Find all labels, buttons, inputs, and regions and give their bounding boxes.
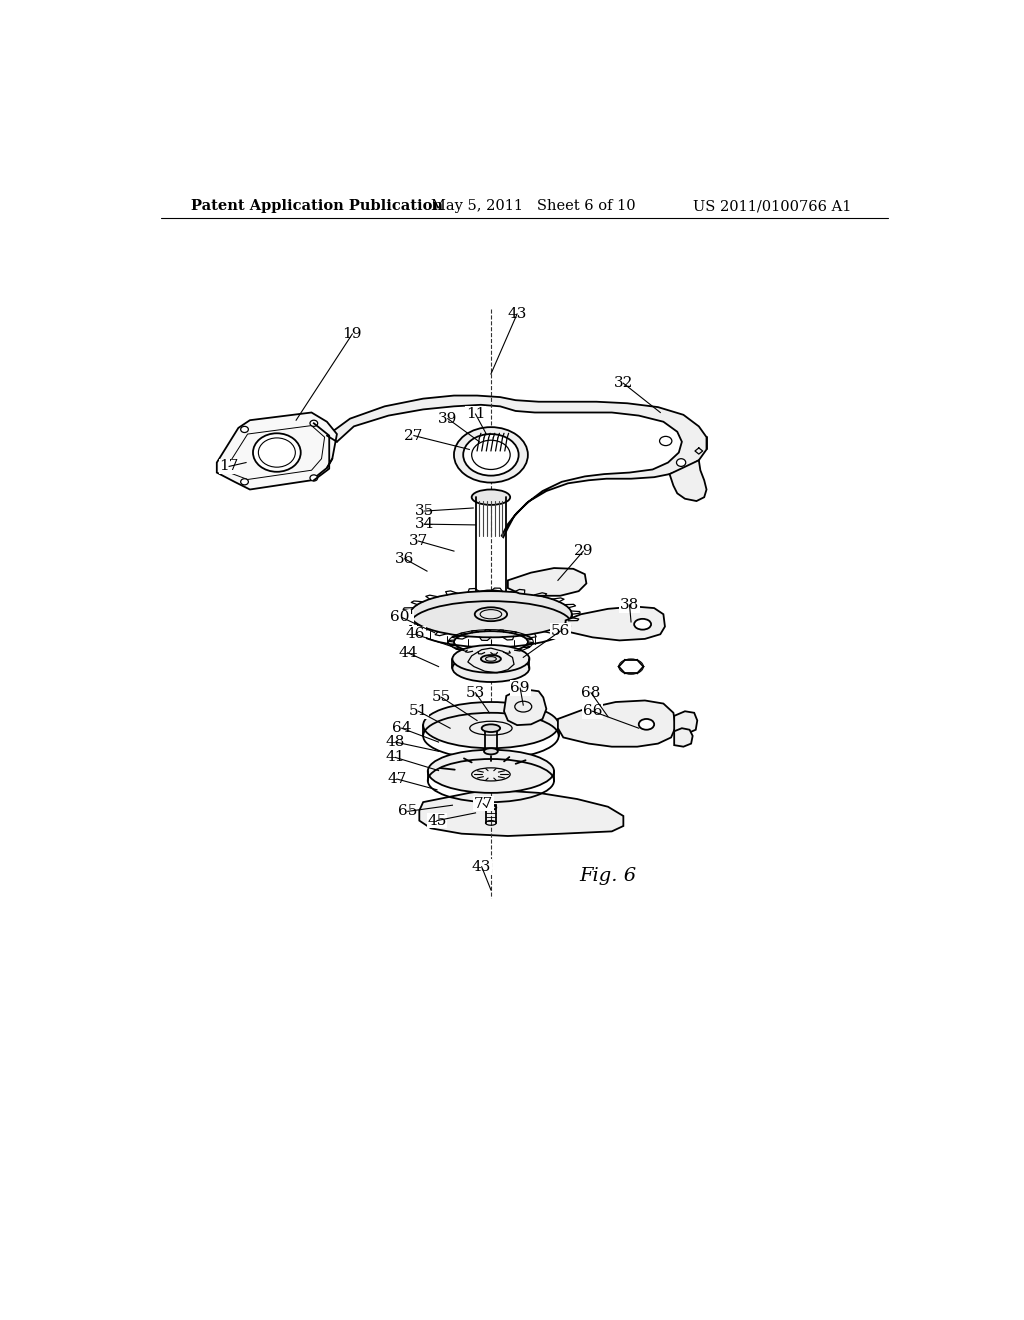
- Text: 64: 64: [392, 721, 412, 735]
- Text: 35: 35: [415, 504, 434, 517]
- Ellipse shape: [410, 591, 571, 638]
- Ellipse shape: [463, 434, 518, 475]
- Ellipse shape: [485, 805, 497, 809]
- Text: 41: 41: [386, 751, 406, 764]
- Ellipse shape: [241, 479, 249, 484]
- Ellipse shape: [472, 590, 510, 605]
- Ellipse shape: [454, 428, 528, 483]
- Text: US 2011/0100766 A1: US 2011/0100766 A1: [692, 199, 851, 213]
- Text: 60': 60': [390, 610, 414, 624]
- Ellipse shape: [481, 655, 501, 663]
- Ellipse shape: [639, 719, 654, 730]
- Ellipse shape: [423, 702, 559, 748]
- Text: Patent Application Publication: Patent Application Publication: [190, 199, 442, 213]
- Text: 37: 37: [409, 535, 428, 548]
- Polygon shape: [565, 607, 665, 640]
- Text: 69: 69: [510, 681, 530, 696]
- Text: 53: 53: [466, 686, 485, 700]
- Text: 36: 36: [395, 552, 415, 566]
- Text: 56: 56: [551, 624, 570, 638]
- Ellipse shape: [481, 725, 500, 733]
- Ellipse shape: [634, 619, 651, 630]
- Polygon shape: [327, 396, 707, 537]
- Ellipse shape: [453, 655, 529, 682]
- Polygon shape: [674, 711, 697, 734]
- Polygon shape: [217, 412, 337, 490]
- Ellipse shape: [310, 420, 317, 426]
- Ellipse shape: [659, 437, 672, 446]
- Text: 77: 77: [473, 797, 493, 810]
- Ellipse shape: [677, 458, 686, 466]
- Text: 17: 17: [219, 459, 239, 474]
- Text: 32: 32: [613, 376, 633, 391]
- Text: 38: 38: [620, 598, 639, 612]
- Ellipse shape: [475, 607, 507, 622]
- Text: 34: 34: [415, 517, 434, 531]
- Text: 44: 44: [398, 645, 418, 660]
- Text: 39: 39: [438, 412, 458, 425]
- Polygon shape: [504, 689, 547, 725]
- Text: 48: 48: [386, 735, 406, 748]
- Text: 27: 27: [404, 429, 424, 442]
- Ellipse shape: [472, 490, 510, 506]
- Polygon shape: [670, 461, 707, 502]
- Polygon shape: [508, 568, 587, 595]
- Text: 46: 46: [406, 627, 425, 642]
- Ellipse shape: [253, 433, 301, 471]
- Text: 45: 45: [427, 813, 446, 828]
- Ellipse shape: [484, 748, 498, 755]
- Text: 43: 43: [508, 308, 526, 321]
- Text: 65: 65: [398, 804, 418, 818]
- Text: 43: 43: [472, 859, 492, 874]
- Text: 11: 11: [466, 407, 485, 421]
- Polygon shape: [558, 701, 676, 747]
- Text: 68: 68: [582, 686, 601, 700]
- Ellipse shape: [453, 645, 529, 673]
- Text: 47: 47: [387, 772, 407, 785]
- Ellipse shape: [428, 750, 554, 793]
- Polygon shape: [674, 729, 692, 747]
- Text: 29: 29: [573, 544, 593, 558]
- Text: 55: 55: [432, 690, 452, 705]
- Text: May 5, 2011   Sheet 6 of 10: May 5, 2011 Sheet 6 of 10: [431, 199, 636, 213]
- Text: Fig. 6: Fig. 6: [580, 867, 637, 884]
- Ellipse shape: [241, 426, 249, 433]
- Text: 19: 19: [343, 327, 362, 341]
- Ellipse shape: [310, 475, 317, 480]
- Ellipse shape: [472, 441, 510, 470]
- Polygon shape: [419, 789, 624, 836]
- Text: 66: 66: [583, 705, 602, 718]
- Text: 51: 51: [409, 705, 428, 718]
